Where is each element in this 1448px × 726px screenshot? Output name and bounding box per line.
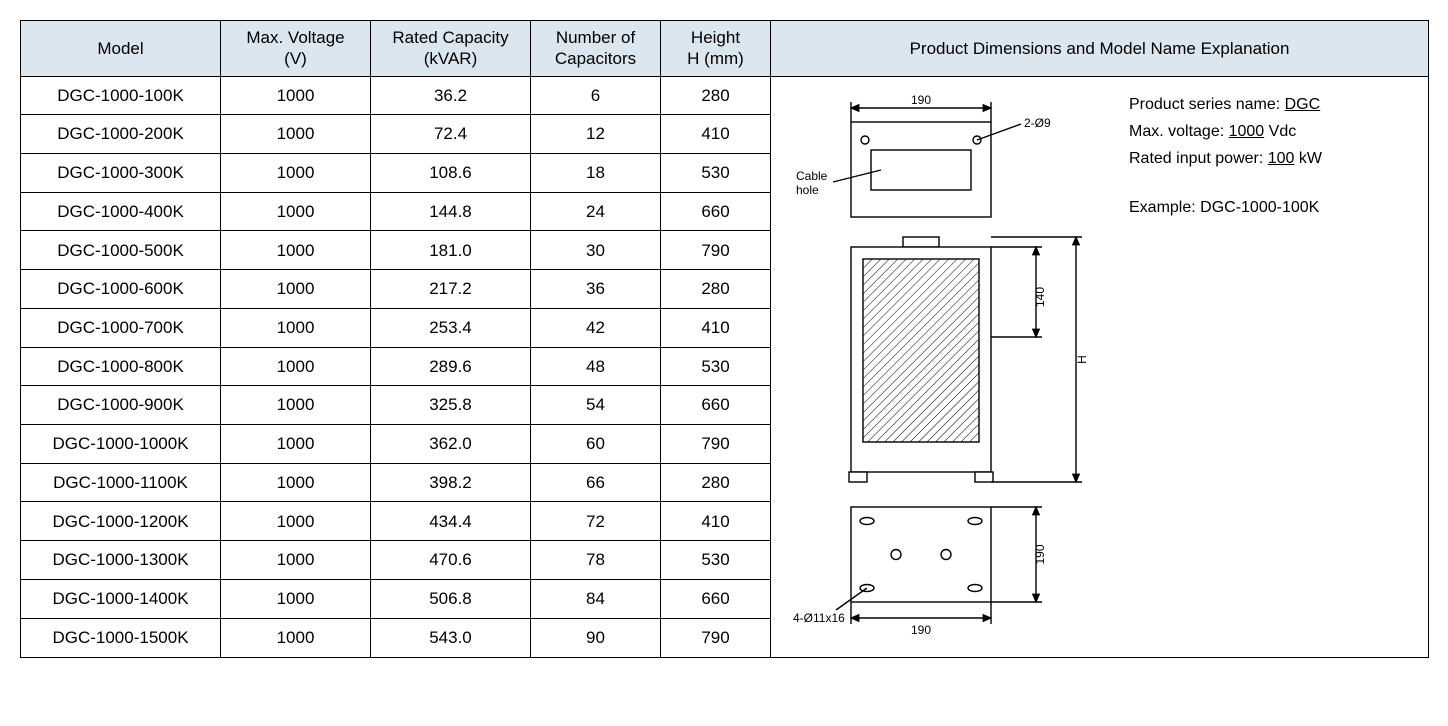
cell-model: DGC-1000-1000K bbox=[21, 424, 221, 463]
cell-model: DGC-1000-1500K bbox=[21, 618, 221, 657]
cell-capacity: 108.6 bbox=[371, 153, 531, 192]
cell-voltage: 1000 bbox=[221, 579, 371, 618]
cell-capacity: 506.8 bbox=[371, 579, 531, 618]
cell-model: DGC-1000-400K bbox=[21, 192, 221, 231]
cell-numcap: 12 bbox=[531, 115, 661, 154]
cell-capacity: 253.4 bbox=[371, 308, 531, 347]
svg-text:hole: hole bbox=[796, 183, 819, 197]
svg-text:2-Ø9: 2-Ø9 bbox=[1024, 116, 1051, 130]
cell-capacity: 36.2 bbox=[371, 76, 531, 115]
model-name-explanation: Product series name: DGCMax. voltage: 10… bbox=[1129, 87, 1418, 222]
cell-height: 280 bbox=[661, 270, 771, 309]
cell-voltage: 1000 bbox=[221, 541, 371, 580]
cell-voltage: 1000 bbox=[221, 386, 371, 425]
cell-voltage: 1000 bbox=[221, 308, 371, 347]
cell-numcap: 24 bbox=[531, 192, 661, 231]
cell-numcap: 66 bbox=[531, 463, 661, 502]
svg-text:190: 190 bbox=[1033, 544, 1047, 564]
cell-height: 530 bbox=[661, 347, 771, 386]
cell-model: DGC-1000-1400K bbox=[21, 579, 221, 618]
cell-capacity: 470.6 bbox=[371, 541, 531, 580]
cell-numcap: 48 bbox=[531, 347, 661, 386]
cell-model: DGC-1000-900K bbox=[21, 386, 221, 425]
cell-numcap: 72 bbox=[531, 502, 661, 541]
cell-height: 280 bbox=[661, 76, 771, 115]
cell-voltage: 1000 bbox=[221, 153, 371, 192]
cell-capacity: 543.0 bbox=[371, 618, 531, 657]
cell-height: 410 bbox=[661, 308, 771, 347]
cell-numcap: 54 bbox=[531, 386, 661, 425]
cell-voltage: 1000 bbox=[221, 618, 371, 657]
cell-voltage: 1000 bbox=[221, 424, 371, 463]
cell-capacity: 434.4 bbox=[371, 502, 531, 541]
cell-height: 530 bbox=[661, 541, 771, 580]
cell-model: DGC-1000-700K bbox=[21, 308, 221, 347]
cell-voltage: 1000 bbox=[221, 347, 371, 386]
cell-capacity: 217.2 bbox=[371, 270, 531, 309]
cell-capacity: 398.2 bbox=[371, 463, 531, 502]
cell-numcap: 42 bbox=[531, 308, 661, 347]
cell-model: DGC-1000-500K bbox=[21, 231, 221, 270]
cell-model: DGC-1000-800K bbox=[21, 347, 221, 386]
cell-capacity: 181.0 bbox=[371, 231, 531, 270]
cell-capacity: 289.6 bbox=[371, 347, 531, 386]
cell-capacity: 325.8 bbox=[371, 386, 531, 425]
cell-model: DGC-1000-1300K bbox=[21, 541, 221, 580]
cell-voltage: 1000 bbox=[221, 192, 371, 231]
cell-numcap: 36 bbox=[531, 270, 661, 309]
cell-model: DGC-1000-1100K bbox=[21, 463, 221, 502]
cell-voltage: 1000 bbox=[221, 231, 371, 270]
cell-height: 280 bbox=[661, 463, 771, 502]
cell-voltage: 1000 bbox=[221, 463, 371, 502]
svg-text:Cable: Cable bbox=[796, 169, 828, 183]
col-header-capacity: Rated Capacity(kVAR) bbox=[371, 21, 531, 77]
cell-model: DGC-1000-300K bbox=[21, 153, 221, 192]
dimension-diagram: 190 2-Ø9 Cablehole 140 H 190 190 4-Ø11x16 bbox=[781, 87, 1111, 647]
cell-numcap: 6 bbox=[531, 76, 661, 115]
col-header-model: Model bbox=[21, 21, 221, 77]
spec-table: Model Max. Voltage(V) Rated Capacity(kVA… bbox=[20, 20, 1429, 658]
col-header-diagram: Product Dimensions and Model Name Explan… bbox=[771, 21, 1429, 77]
cell-numcap: 90 bbox=[531, 618, 661, 657]
cell-model: DGC-1000-600K bbox=[21, 270, 221, 309]
cell-model: DGC-1000-200K bbox=[21, 115, 221, 154]
svg-text:140: 140 bbox=[1033, 286, 1047, 306]
cell-numcap: 30 bbox=[531, 231, 661, 270]
svg-text:190: 190 bbox=[911, 623, 931, 637]
diagram-cell: 190 2-Ø9 Cablehole 140 H 190 190 4-Ø11x16 Produc… bbox=[771, 76, 1429, 657]
cell-height: 410 bbox=[661, 115, 771, 154]
cell-height: 410 bbox=[661, 502, 771, 541]
col-header-numcap: Number ofCapacitors bbox=[531, 21, 661, 77]
cell-height: 660 bbox=[661, 386, 771, 425]
cell-height: 660 bbox=[661, 192, 771, 231]
cell-numcap: 60 bbox=[531, 424, 661, 463]
cell-numcap: 84 bbox=[531, 579, 661, 618]
svg-text:4-Ø11x16: 4-Ø11x16 bbox=[793, 611, 845, 625]
cell-numcap: 78 bbox=[531, 541, 661, 580]
cell-height: 790 bbox=[661, 618, 771, 657]
cell-model: DGC-1000-1200K bbox=[21, 502, 221, 541]
cell-height: 530 bbox=[661, 153, 771, 192]
table-row: DGC-1000-100K100036.262801902-Ø9Cablehol… bbox=[21, 76, 1429, 115]
cell-height: 790 bbox=[661, 231, 771, 270]
cell-model: DGC-1000-100K bbox=[21, 76, 221, 115]
col-header-height: HeightH (mm) bbox=[661, 21, 771, 77]
cell-capacity: 362.0 bbox=[371, 424, 531, 463]
cell-capacity: 144.8 bbox=[371, 192, 531, 231]
cell-height: 660 bbox=[661, 579, 771, 618]
cell-capacity: 72.4 bbox=[371, 115, 531, 154]
svg-text:H: H bbox=[1075, 355, 1089, 364]
cell-voltage: 1000 bbox=[221, 115, 371, 154]
cell-numcap: 18 bbox=[531, 153, 661, 192]
cell-voltage: 1000 bbox=[221, 502, 371, 541]
table-header-row: Model Max. Voltage(V) Rated Capacity(kVA… bbox=[21, 21, 1429, 77]
svg-text:190: 190 bbox=[911, 93, 931, 107]
col-header-voltage: Max. Voltage(V) bbox=[221, 21, 371, 77]
cell-voltage: 1000 bbox=[221, 76, 371, 115]
cell-voltage: 1000 bbox=[221, 270, 371, 309]
cell-height: 790 bbox=[661, 424, 771, 463]
